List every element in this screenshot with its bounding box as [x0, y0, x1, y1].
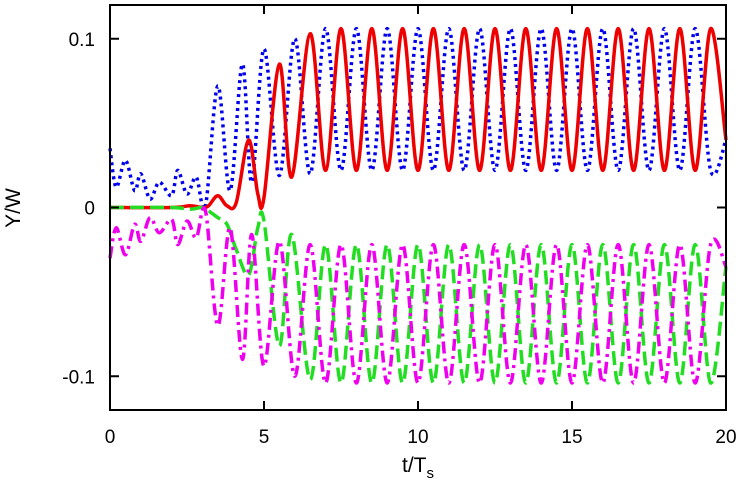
series-line-2: [109, 26, 728, 211]
x-axis-label-main: t/T: [402, 454, 427, 477]
series-layer: [108, 26, 728, 385]
x-tick-label: 10: [407, 427, 428, 448]
series-line-3: [109, 205, 728, 385]
x-tick-label: 0: [105, 427, 116, 448]
y-axis-label: Y/W: [2, 188, 25, 228]
y-tick-label: 0: [84, 199, 95, 220]
y-tick-label: 0.1: [69, 30, 95, 51]
y-tick-label: -0.1: [62, 367, 95, 388]
x-axis-label-subscript: s: [427, 465, 435, 482]
series-line-1: [108, 26, 728, 211]
x-axis-label: t/Ts: [402, 454, 434, 482]
axes-layer: 0 5 10 15 20 0.1 0 -0.1: [62, 4, 737, 448]
x-tick-label: 20: [715, 427, 736, 448]
x-tick-label: 15: [561, 427, 582, 448]
x-tick-label: 5: [259, 427, 270, 448]
series-line-4: [108, 206, 728, 385]
